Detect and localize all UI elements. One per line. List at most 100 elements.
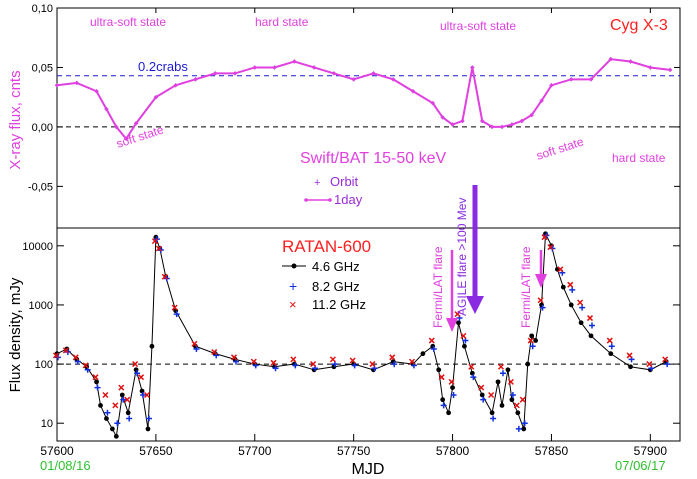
- series-46-point: [495, 379, 501, 385]
- series-112-point: [448, 378, 455, 385]
- series-82-point: [272, 365, 279, 372]
- series-46-point: [578, 320, 584, 326]
- series-112-point: [646, 361, 653, 368]
- series-46-point: [446, 410, 451, 416]
- series-112-point: [567, 281, 574, 288]
- series-112-point: [438, 374, 445, 381]
- x-tick-label: 57650: [139, 444, 173, 458]
- day-point: [500, 125, 504, 129]
- fermi-flare-label-1: Fermi/LAT flare: [431, 246, 445, 328]
- series-112-point: [143, 391, 151, 399]
- series-46-point: [489, 410, 495, 416]
- series-82-point: [120, 396, 127, 403]
- series-112-point: [547, 244, 554, 251]
- agile-arrowhead: [466, 296, 484, 314]
- x-tick-label: 57800: [436, 444, 470, 458]
- series-46-point: [521, 426, 527, 432]
- series-82-point: [126, 415, 133, 422]
- series-112-point: [52, 352, 60, 359]
- top-y-axis-label: X-ray flux, cnts: [7, 70, 24, 169]
- top-panel-frame: [56, 7, 681, 229]
- series-82-point: [521, 420, 528, 427]
- day-point: [55, 83, 59, 87]
- day-point: [94, 89, 99, 93]
- series-46-point: [533, 338, 539, 343]
- series-112-point: [507, 378, 514, 385]
- series-82-point: [440, 402, 447, 409]
- series-46-point: [499, 402, 505, 408]
- series-112-point: [102, 391, 109, 399]
- series-46-point: [450, 385, 455, 390]
- bottom-data-series: [52, 231, 671, 439]
- day-point: [411, 89, 415, 93]
- day-point: [668, 68, 672, 72]
- x-tick-label: 57600: [40, 444, 74, 458]
- day-point: [104, 107, 109, 111]
- series-82-point: [430, 345, 437, 352]
- series-112-point: [577, 299, 584, 306]
- day-point: [213, 71, 217, 76]
- series-46-point: [113, 433, 119, 439]
- x-axis-label: MJD: [352, 461, 385, 478]
- series-82-point: [579, 304, 586, 311]
- day-point: [530, 113, 534, 117]
- legend-82-marker: +: [289, 278, 297, 294]
- day-line: [56, 58, 671, 141]
- top-reference-lines: [57, 75, 680, 128]
- series-46-point: [94, 379, 99, 385]
- day-point: [114, 125, 118, 129]
- day-point: [134, 121, 138, 125]
- series-112-point: [519, 396, 526, 403]
- legend-orbit-marker: +: [314, 177, 320, 189]
- series-112-point: [513, 402, 520, 409]
- day-point: [609, 57, 613, 61]
- series-112-point: [171, 304, 178, 311]
- series-82-point: [515, 425, 522, 432]
- series-82-point: [193, 345, 200, 352]
- series-46-point: [628, 364, 633, 370]
- day-point: [233, 71, 237, 76]
- source-name: Cyg X-3: [610, 17, 668, 34]
- series-112-point: [606, 337, 613, 344]
- fermi-arrowhead-2: [535, 274, 547, 288]
- series-82-point: [480, 396, 487, 403]
- series-112-point: [460, 332, 467, 339]
- series-112-point: [82, 362, 89, 369]
- top-y-tick-label: 0,10: [32, 3, 53, 15]
- legend-46-label: 4.6 GHz: [312, 259, 360, 274]
- series-112-point: [488, 391, 495, 399]
- series-46-point: [109, 426, 115, 432]
- series-112-point: [62, 347, 69, 354]
- series-112-point: [138, 374, 145, 381]
- series-46-point: [479, 392, 485, 398]
- legend-82-label: 8.2 GHz: [312, 279, 360, 294]
- legend-112-label: 11.2 GHz: [312, 297, 366, 312]
- series-112-point: [72, 354, 79, 361]
- series-112-point: [290, 356, 297, 363]
- legend-day-dot-b: [328, 198, 332, 202]
- series-46-point: [125, 410, 131, 416]
- x-tick-label: 57850: [535, 444, 569, 458]
- series-112-point: [155, 245, 162, 252]
- bottom-y-tick-label: 1000: [29, 300, 53, 312]
- top-y-tick-label: -0,05: [28, 181, 53, 193]
- series-82-point: [450, 391, 457, 398]
- series-112-point: [151, 238, 158, 245]
- series-112-point: [329, 356, 336, 363]
- series-112-point: [586, 315, 594, 322]
- day-point: [75, 81, 79, 85]
- series-112-point: [626, 352, 633, 359]
- bottom-title: RATAN-600: [282, 237, 371, 256]
- series-112-point: [428, 337, 435, 344]
- series-112-point: [662, 356, 669, 363]
- top-y-axis: -0,05 0,00 0,05 0,10: [28, 3, 680, 193]
- date-start: 01/08/16: [40, 458, 91, 473]
- day-point: [441, 115, 445, 120]
- bottom-panel-frame: [56, 227, 681, 442]
- series-112-point: [408, 358, 416, 365]
- legend-orbit-label: Orbit: [330, 174, 359, 189]
- series-82-point: [134, 370, 141, 377]
- x-tick-label: 57750: [337, 444, 371, 458]
- series-112-point: [270, 359, 277, 366]
- series-46-point: [568, 302, 574, 308]
